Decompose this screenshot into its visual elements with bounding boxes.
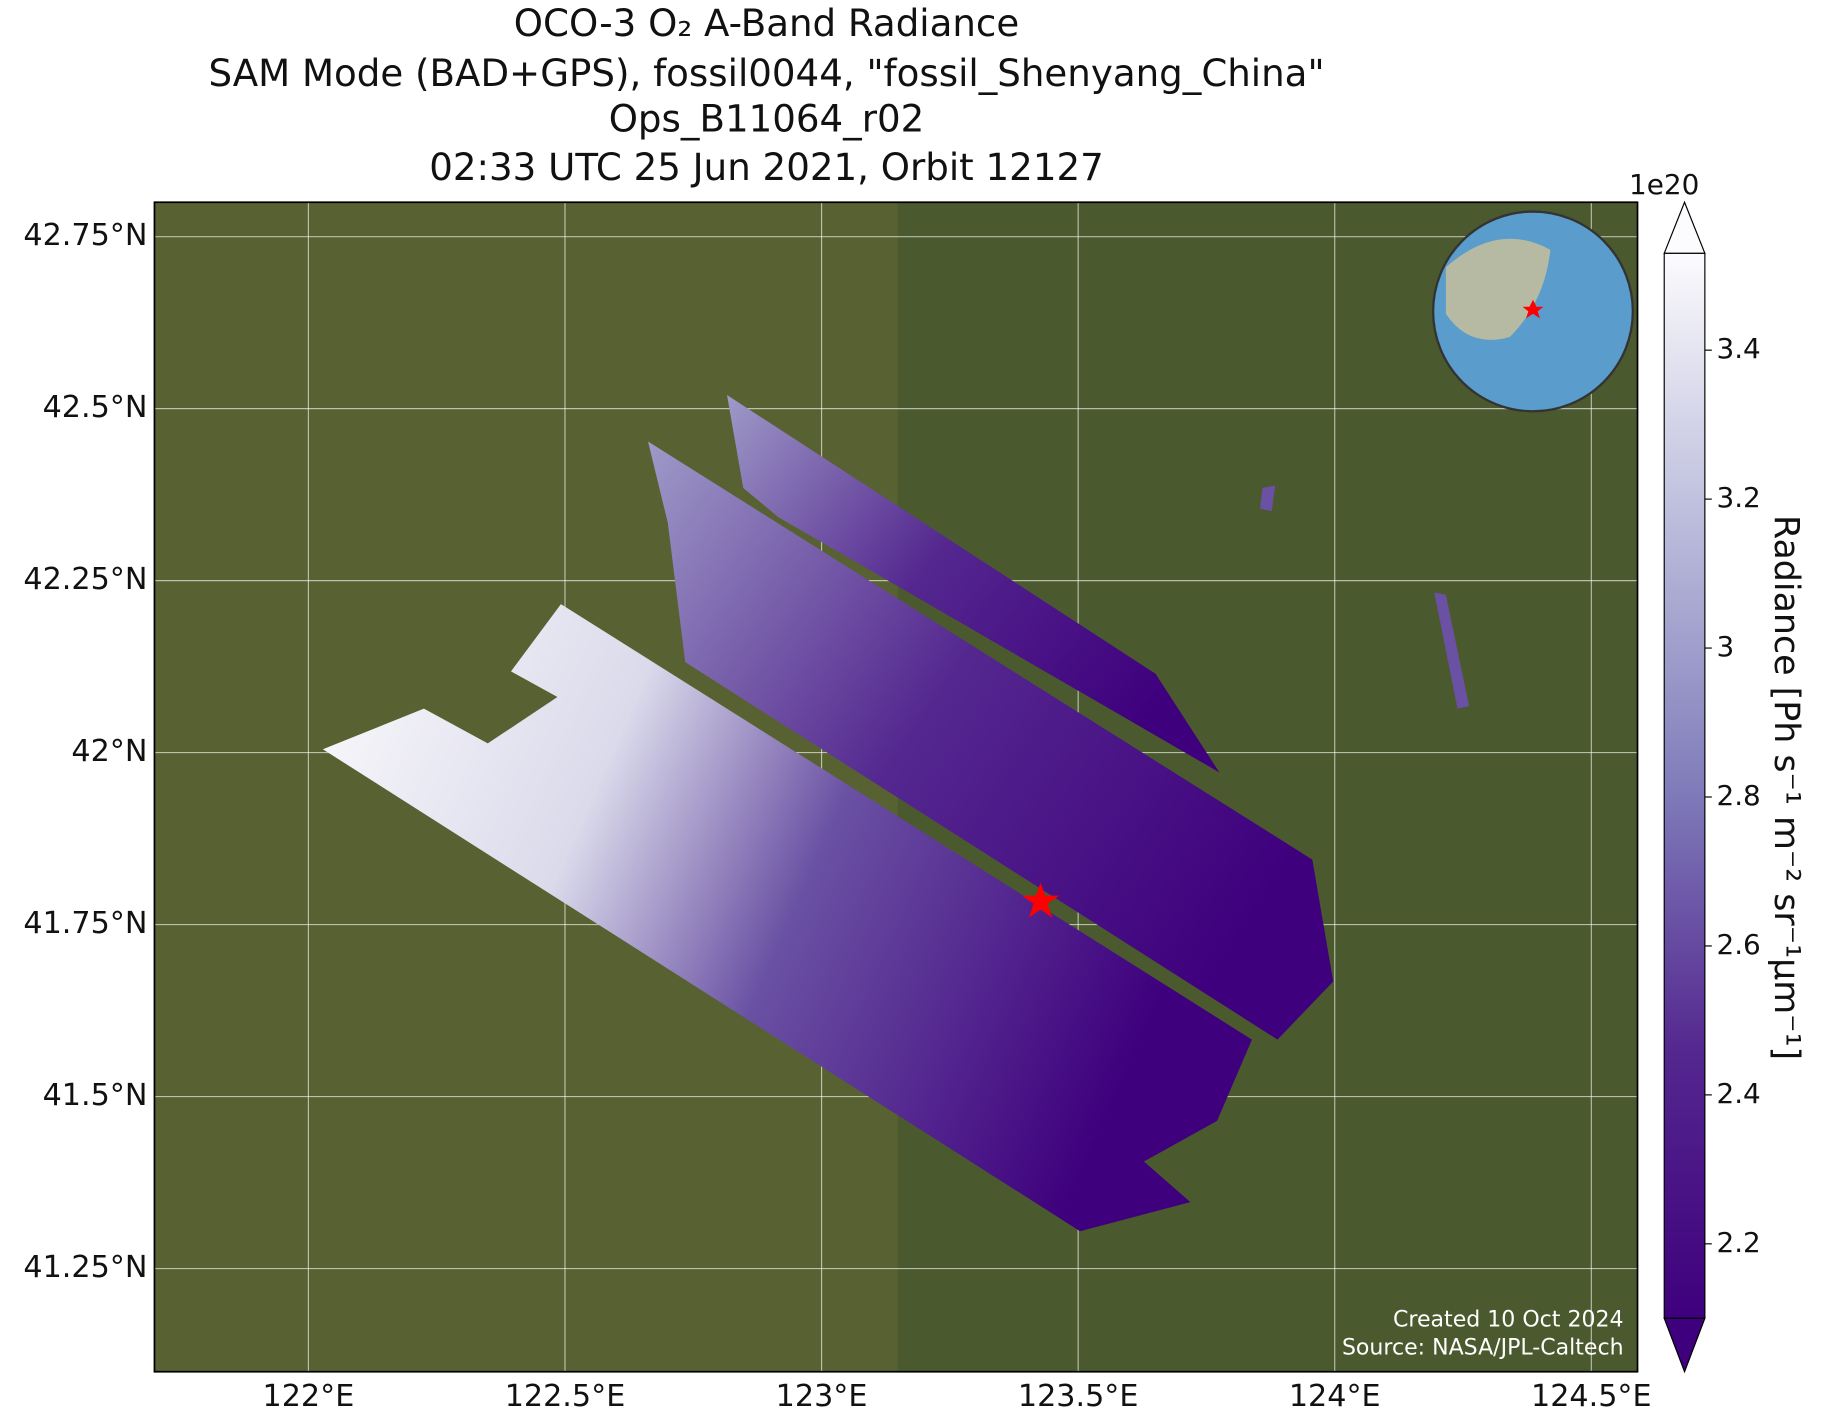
inset-globe: [1431, 210, 1635, 413]
x-tick-label: 124°E: [1289, 1379, 1381, 1414]
x-tick-label: 122.5°E: [505, 1379, 626, 1414]
swath: [1260, 485, 1276, 512]
colorbar-tick-label: 3.2: [1716, 481, 1760, 514]
x-tick-label: 124.5°E: [1531, 1379, 1652, 1414]
swath: [1434, 592, 1470, 709]
y-tick-label: 41.25°N: [23, 1250, 147, 1285]
colorbar-label: Radiance [Ph s⁻¹ m⁻² sr⁻¹μm⁻¹]: [1766, 515, 1806, 1060]
colorbar-tick-label: 2.4: [1716, 1077, 1760, 1110]
colorbar-exponent: 1e20: [1629, 168, 1699, 201]
swath: [727, 395, 1220, 773]
colorbar-tick-label: 2.8: [1716, 779, 1760, 812]
title-line: Ops_B11064_r02: [609, 97, 925, 140]
x-tick-label: 122°E: [263, 1379, 355, 1414]
colorbar-extend-min: [1663, 1317, 1706, 1374]
colorbar-tick-label: 2.6: [1716, 928, 1760, 961]
credit: Source: NASA/JPL-Caltech: [1342, 1336, 1624, 1361]
axis-ticks: 122°E 122.5°E 123°E 123.5°E 124°E 124.5°E 41.2…: [23, 218, 1651, 1414]
y-tick-label: 42.5°N: [43, 390, 148, 425]
swath: [322, 604, 1252, 1232]
y-tick-label: 41.5°N: [43, 1078, 148, 1113]
title-line: SAM Mode (BAD+GPS), fossil0044, "fossil_…: [208, 52, 1324, 95]
colorbar-tick-label: 3: [1716, 630, 1734, 663]
target-star: [1021, 882, 1060, 918]
colorbar: 1e20 Radiance [Ph s⁻¹ m⁻² sr⁻¹μm⁻¹] 2.2 2…: [1629, 168, 1806, 1374]
colorbar-body: [1663, 252, 1706, 1319]
x-tick-label: 123.5°E: [1018, 1379, 1139, 1414]
y-tick-label: 41.75°N: [23, 906, 147, 941]
x-tick-label: 123°E: [776, 1379, 868, 1414]
y-tick-label: 42.25°N: [23, 562, 147, 597]
y-tick-label: 42°N: [71, 734, 147, 769]
colorbar-tick-label: 2.2: [1716, 1226, 1760, 1259]
title: OCO-3 O₂ A-Band Radiance SAM Mode (BAD+G…: [208, 2, 1324, 189]
title-line: 02:33 UTC 25 Jun 2021, Orbit 12127: [429, 146, 1104, 189]
title-line: OCO-3 O₂ A-Band Radiance: [514, 2, 1019, 45]
y-tick-label: 42.75°N: [23, 218, 147, 253]
colorbar-tick-label: 3.4: [1716, 332, 1760, 365]
swath: [648, 441, 1334, 1040]
map-frame: [153, 201, 1639, 1373]
colorbar-extend-max: [1663, 200, 1706, 254]
credit: Created 10 Oct 2024: [1393, 1308, 1624, 1333]
